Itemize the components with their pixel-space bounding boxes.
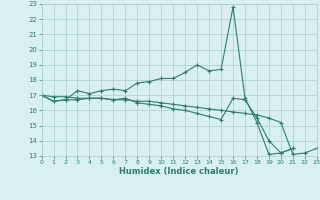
X-axis label: Humidex (Indice chaleur): Humidex (Indice chaleur) [119,167,239,176]
